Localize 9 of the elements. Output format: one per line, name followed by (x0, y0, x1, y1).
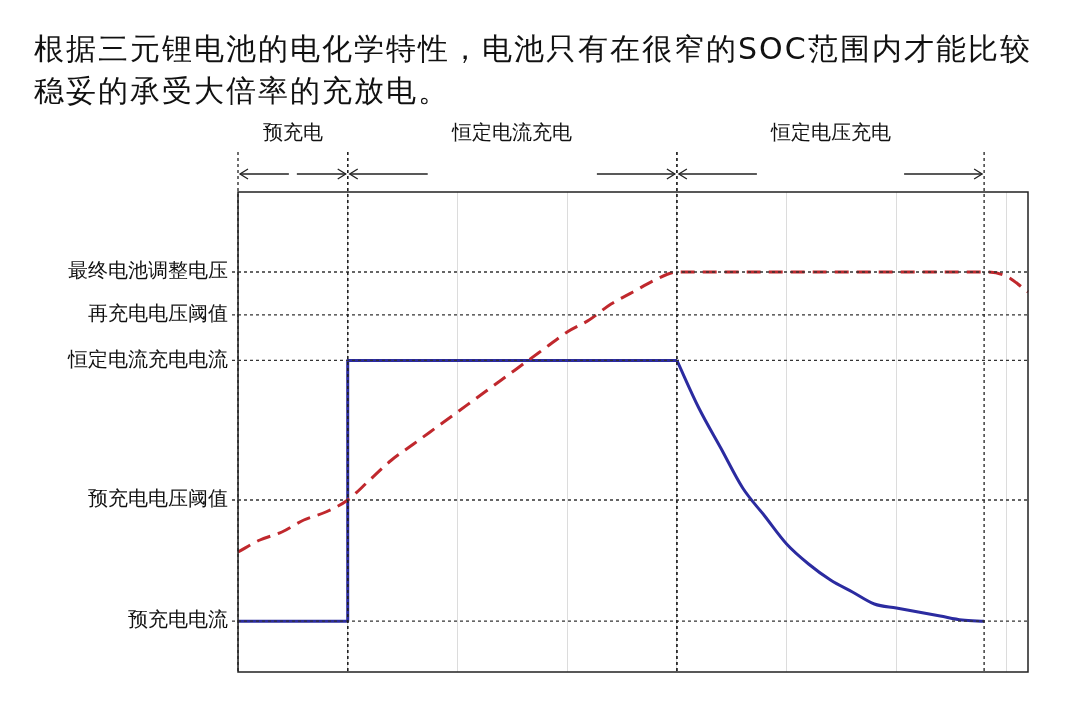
text: 恒定电压充电 (769, 120, 891, 145)
text: 预充电 (262, 120, 323, 145)
ref-line-label: 恒定电流充电电流 (67, 346, 228, 371)
text: 恒定电流充电 (451, 120, 573, 145)
ref-line-label: 预充电电流 (128, 607, 228, 632)
ref-line-label: 再充电电压阈值 (88, 301, 228, 325)
chart-title: 根据三元锂电池的电化学特性，电池只有在很窄的SOC范围内才能比较稳妥的承受大倍率的充放电。 (33, 30, 1033, 110)
ref-line-label: 预充电电压阈值 (88, 486, 228, 511)
ref-line-label: 最终电池调整电压 (68, 258, 228, 283)
